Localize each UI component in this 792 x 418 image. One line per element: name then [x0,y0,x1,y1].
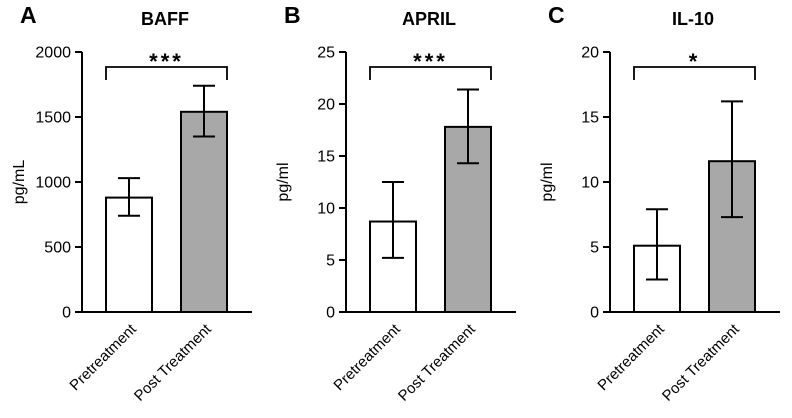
y-axis-label: pg/ml [539,162,556,201]
panel-il10: C IL-10 Pretreatment Post Treatment 0 5 10 15… [528,0,792,418]
y-axis-label: pg/mL [11,160,28,205]
panel-letter-c: C [548,2,565,28]
y-tick-label: 1000 [35,175,71,192]
y-tick-label: 5 [326,253,335,270]
y-axis-label: pg/ml [275,162,292,201]
category-label-post-treatment: Post Treatment [131,320,216,405]
category-label-pretreatment: Pretreatment [594,320,668,394]
y-tick-label: 15 [317,149,335,166]
chart-title-baff: BAFF [141,9,189,29]
y-tick-label: 10 [581,175,599,192]
panel-letter-a: A [20,2,37,28]
significance-bracket [369,66,492,80]
chart-title-il10: IL-10 [671,9,714,29]
y-tick-label: 2000 [35,45,71,62]
y-tick-label: 20 [581,45,599,62]
significance-stars: *** [149,49,184,74]
y-tick-label: 0 [326,305,335,322]
y-tick-label: 1500 [35,110,71,127]
y-tick-label: 20 [317,97,335,114]
y-tick-label: 10 [317,201,335,218]
y-tick-label: 15 [581,110,599,127]
panel-baff: A BAFF Pretreatment Post Treatment 0 500 100… [0,0,264,418]
significance-bracket [105,66,228,80]
chart-title-april: APRIL [402,9,456,29]
category-label-post-treatment: Post Treatment [395,320,480,405]
y-tick-label: 500 [44,240,71,257]
y-tick-label: 5 [590,240,599,257]
y-tick-label: 0 [62,305,71,322]
panel-letter-b: B [284,2,301,28]
category-label-pretreatment: Pretreatment [66,320,140,394]
significance-stars: * [689,49,701,74]
bar-post-treatment [180,110,228,313]
significance-stars: *** [413,49,448,74]
y-tick-label: 0 [590,305,599,322]
category-label-pretreatment: Pretreatment [330,320,404,394]
y-tick-label: 25 [317,45,335,62]
category-label-post-treatment: Post Treatment [659,320,744,405]
significance-bracket [633,66,756,80]
panel-april: B APRIL Pretreatment Post Treatment 0 5 10 15… [264,0,528,418]
